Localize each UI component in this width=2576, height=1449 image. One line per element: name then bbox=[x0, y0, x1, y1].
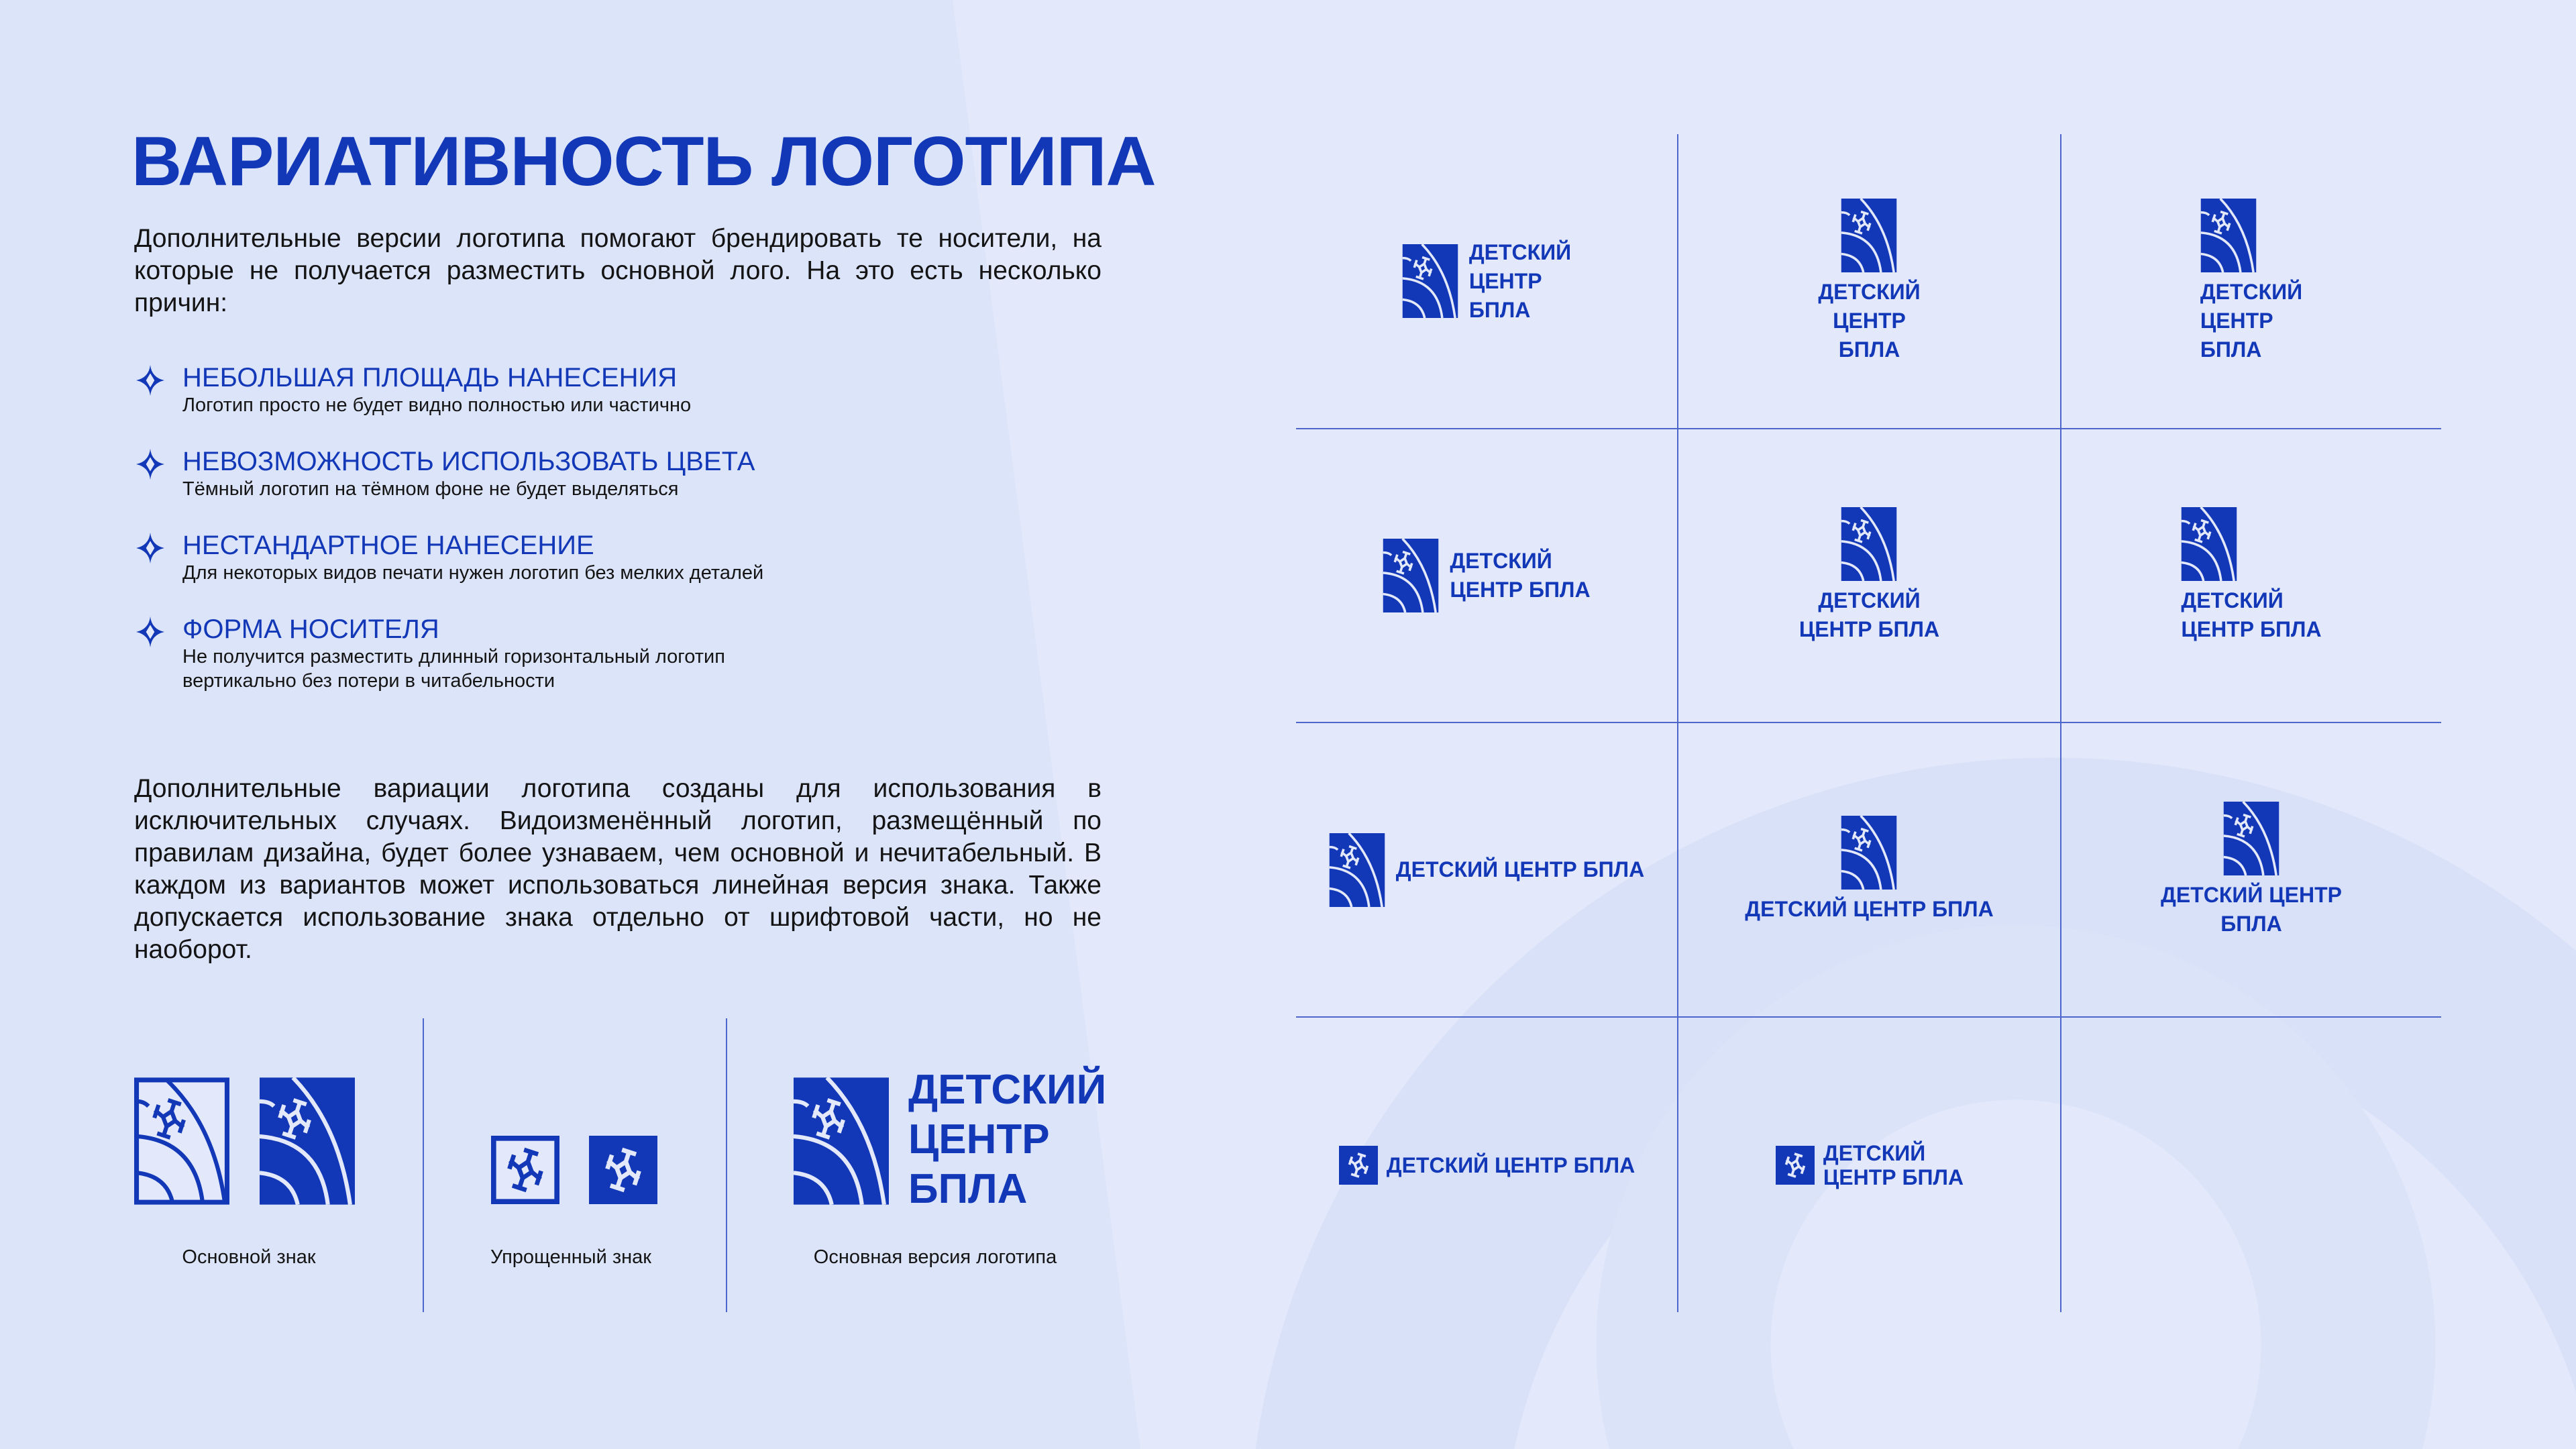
variant-text: ДЕТСКИЙ bbox=[1468, 239, 1572, 264]
divider bbox=[726, 1018, 727, 1312]
reason-description: Тёмный логотип на тёмном фоне не будет в… bbox=[182, 478, 679, 500]
list-item: НЕБОЛЬШАЯ ПЛОЩАДЬ НАНЕСЕНИЯ Логотип прос… bbox=[134, 362, 1006, 446]
sign-filled-icon bbox=[2181, 507, 2237, 581]
variant-text: ЦЕНТР bbox=[2200, 308, 2273, 333]
reason-heading: НЕСТАНДАРТНОЕ НАНЕСЕНИЕ bbox=[182, 531, 594, 560]
variant-text: ЦЕНТР БПЛА bbox=[1450, 578, 1591, 602]
sign-filled-icon bbox=[1841, 507, 1897, 581]
logo-variant: ДЕТСКИЙ ЦЕНТР БПЛА bbox=[2061, 134, 2441, 428]
variant-text: БПЛА bbox=[2220, 911, 2282, 936]
list-item: НЕВОЗМОЖНОСТЬ ИСПОЛЬЗОВАТЬ ЦВЕТА Тёмный … bbox=[134, 446, 1006, 530]
variant-text: БПЛА bbox=[1838, 337, 1900, 362]
sign-simple-outline-icon bbox=[491, 1135, 559, 1205]
variant-text: ДЕТСКИЙ bbox=[1818, 588, 1921, 612]
reason-description: Для некоторых видов печати нужен логотип… bbox=[182, 562, 764, 584]
variant-text: ЦЕНТР bbox=[1833, 308, 1906, 333]
logo-variant: ДЕТСКИЙ ЦЕНТР БПЛА bbox=[1678, 723, 2060, 1016]
sign-filled-icon bbox=[2200, 199, 2257, 272]
logo-line: ДЕТСКИЙ bbox=[908, 1067, 1107, 1113]
closing-text: Дополнительные вариации логотипа созданы… bbox=[134, 774, 1102, 964]
variant-text: БПЛА bbox=[1468, 297, 1531, 322]
sign-filled-icon bbox=[794, 1077, 889, 1205]
sign-simple-filled-icon bbox=[1338, 1146, 1379, 1185]
sign-filled-icon bbox=[1841, 199, 1897, 272]
grid-line bbox=[1296, 428, 2441, 429]
divider bbox=[423, 1018, 424, 1312]
sign-filled-icon bbox=[1383, 539, 1439, 612]
sign-outline-icon bbox=[134, 1077, 229, 1205]
star-bullet-icon bbox=[136, 616, 164, 647]
logo-variant: ДЕТСКИЙ ЦЕНТР БПЛА bbox=[1678, 1018, 2060, 1313]
variant-text: ДЕТСКИЙ bbox=[1818, 279, 1921, 304]
variant-text: ДЕТСКИЙ bbox=[2181, 588, 2284, 612]
sign-filled-icon bbox=[1329, 833, 1385, 907]
sign-filled-icon bbox=[260, 1077, 355, 1205]
logo-wordmark: ДЕТСКИЙ ЦЕНТР БПЛА bbox=[908, 1065, 1106, 1214]
logo-line: ЦЕНТР bbox=[908, 1116, 1050, 1163]
variant-text: БПЛА bbox=[2200, 337, 2262, 362]
star-bullet-icon bbox=[136, 533, 164, 564]
variant-text: ЦЕНТР bbox=[1468, 268, 1542, 293]
intro-text: Дополнительные версии логотипа помогают … bbox=[134, 224, 1102, 317]
variant-text: ЦЕНТР БПЛА bbox=[1799, 617, 1940, 641]
list-item: ФОРМА НОСИТЕЛЯ Не получится разместить д… bbox=[134, 614, 1006, 698]
reason-description: Не получится разместить длинный горизонт… bbox=[182, 646, 725, 692]
logo-variant: ДЕТСКИЙ ЦЕНТР БПЛА bbox=[1678, 429, 2060, 722]
variant-text: ДЕТСКИЙ ЦЕНТР bbox=[2161, 882, 2342, 907]
simplified-sign-label: Упрощенный знак bbox=[490, 1246, 651, 1268]
variant-text: ЦЕНТР БПЛА bbox=[1823, 1165, 1964, 1189]
variant-text: ДЕТСКИЙ bbox=[1823, 1141, 1926, 1165]
main-sign-label: Основной знак bbox=[182, 1246, 316, 1268]
logo-variant: ДЕТСКИЙ ЦЕНТР БПЛА bbox=[1296, 134, 1677, 428]
star-bullet-icon bbox=[136, 449, 164, 480]
logo-variant: ДЕТСКИЙ ЦЕНТР БПЛА bbox=[1296, 429, 1677, 722]
sign-filled-icon bbox=[1402, 244, 1458, 318]
grid-line bbox=[2060, 134, 2061, 1312]
reason-heading: ФОРМА НОСИТЕЛЯ bbox=[182, 614, 439, 644]
variant-text: ДЕТСКИЙ bbox=[1450, 549, 1552, 573]
logo-variant: ДЕТСКИЙ ЦЕНТР БПЛА bbox=[1678, 134, 2060, 428]
sign-simple-filled-icon bbox=[1775, 1146, 1815, 1185]
variant-text: ЦЕНТР БПЛА bbox=[2181, 617, 2322, 641]
variant-text: ДЕТСКИЙ ЦЕНТР БПЛА bbox=[1395, 857, 1645, 881]
logo-line: БПЛА bbox=[908, 1166, 1028, 1212]
variant-text: ДЕТСКИЙ ЦЕНТР БПЛА bbox=[1745, 897, 1994, 921]
variant-text: ДЕТСКИЙ ЦЕНТР БПЛА bbox=[1386, 1152, 1635, 1177]
reason-heading: НЕБОЛЬШАЯ ПЛОЩАДЬ НАНЕСЕНИЯ bbox=[182, 363, 678, 392]
sign-filled-icon bbox=[2223, 802, 2279, 875]
reason-description: Логотип просто не будет видно полностью … bbox=[182, 394, 692, 416]
logo-variant: ДЕТСКИЙ ЦЕНТР БПЛА bbox=[2061, 723, 2441, 1016]
logo-variant: ДЕТСКИЙ ЦЕНТР БПЛА bbox=[1296, 723, 1677, 1016]
variant-text: ДЕТСКИЙ bbox=[2200, 279, 2303, 304]
main-logo-label: Основная версия логотипа bbox=[813, 1246, 1057, 1268]
list-item: НЕСТАНДАРТНОЕ НАНЕСЕНИЕ Для некоторых ви… bbox=[134, 530, 1006, 614]
sign-filled-icon bbox=[1841, 816, 1897, 890]
reasons-list: НЕБОЛЬШАЯ ПЛОЩАДЬ НАНЕСЕНИЯ Логотип прос… bbox=[134, 362, 1006, 698]
grid-line bbox=[1296, 1016, 2441, 1018]
star-bullet-icon bbox=[136, 365, 164, 396]
grid-line bbox=[1296, 722, 2441, 723]
sign-simple-filled-icon bbox=[589, 1135, 657, 1205]
page-title: ВАРИАТИВНОСТЬ ЛОГОТИПА bbox=[131, 123, 1157, 201]
logo-variant: ДЕТСКИЙ ЦЕНТР БПЛА bbox=[1296, 1018, 1677, 1313]
reason-heading: НЕВОЗМОЖНОСТЬ ИСПОЛЬЗОВАТЬ ЦВЕТА bbox=[182, 447, 755, 476]
logo-variant: ДЕТСКИЙ ЦЕНТР БПЛА bbox=[2061, 429, 2441, 722]
grid-line bbox=[1677, 134, 1678, 1312]
